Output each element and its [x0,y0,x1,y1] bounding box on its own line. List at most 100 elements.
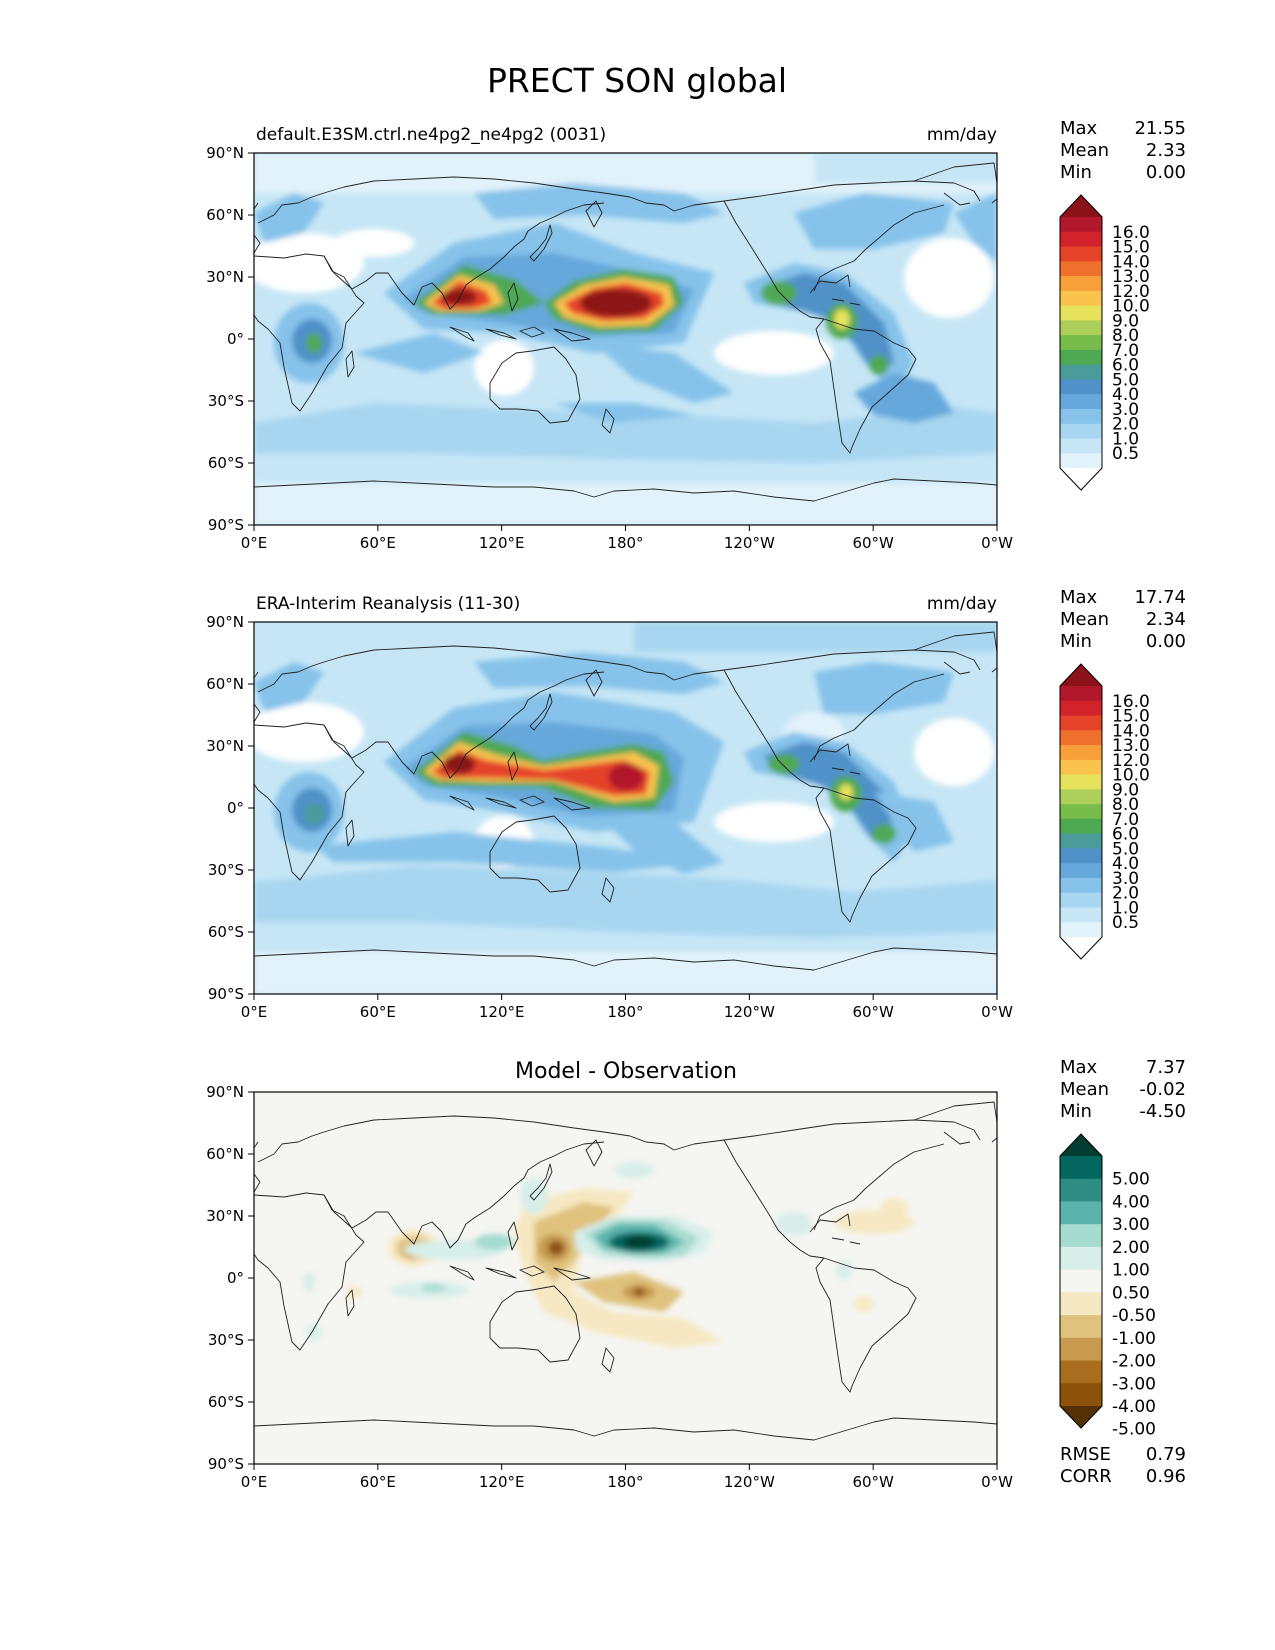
lat-tick-label: 0° [227,1269,244,1287]
stat-max-label: Max [1060,1057,1098,1078]
colorbar-label: 9.0 [1112,311,1139,331]
stats-obs: Max 17.74 Mean 2.34 Min 0.00 [1060,587,1186,652]
colorbar-outline [1059,663,1103,960]
stat-mean-value: -0.02 [1139,1079,1186,1100]
colorbar-segment [1060,1246,1102,1271]
colorbar-segment [1060,1269,1102,1293]
lat-tick-label: 30°N [206,737,244,755]
colorbar-label: 7.0 [1112,341,1139,361]
colorbar-segment [1060,848,1102,864]
colorbar-label: 12.0 [1112,282,1150,302]
colorbar-segment [1060,818,1102,835]
colorbar-segment [1060,1315,1102,1339]
lon-tick-label: 0°E [241,1003,268,1021]
colorbar-segment [1060,700,1102,717]
colorbar-label: 0.5 [1112,913,1139,933]
colorbar-segment [1060,686,1102,702]
colorbar-diff: 5.004.003.002.001.000.50-0.50-1.00-2.00-… [1059,1133,1156,1440]
colorbar-label: 2.00 [1112,1238,1150,1258]
stat-mean-value: 2.33 [1146,140,1186,161]
colorbar-label: 8.0 [1112,326,1139,346]
colorbar-segment [1060,1360,1102,1384]
colorbar-segment [1060,774,1102,790]
colorbar-outline [1059,1133,1103,1429]
lat-tick-label: 90°N [206,613,244,631]
panel-model: default.E3SM.ctrl.ne4pg2_ne4pg2 (0031) m… [206,118,1186,552]
lon-tick-label: 0°W [981,1003,1013,1021]
lat-tick-label: 60°S [208,454,244,472]
stat-mean-label: Mean [1060,1079,1109,1100]
colorbar-segment [1060,922,1102,938]
colorbar-segment [1060,789,1102,805]
colorbar-label: 12.0 [1112,751,1150,771]
colorbar-segment [1060,217,1102,233]
colorbar-segment [1060,246,1102,262]
colorbar-label: 10.0 [1112,297,1150,317]
colorbar-segment [1060,745,1102,761]
colorbar-label: 4.00 [1112,1192,1150,1212]
colorbar-label: 9.0 [1112,780,1139,800]
lon-tick-label: 120°W [724,1473,775,1491]
panel-title-center: Model - Observation [515,1059,737,1084]
colorbar-extend-min [1060,468,1102,490]
lon-tick-label: 180° [607,1003,643,1021]
colorbar-label: 6.0 [1112,356,1139,376]
colorbar-label: 13.0 [1112,736,1150,756]
lat-tick-label: 30°S [208,1331,244,1349]
colorbar-segment [1060,423,1102,439]
lon-tick-label: 120°W [724,1003,775,1021]
colorbar-segment [1060,231,1102,248]
lon-tick-label: 0°W [981,534,1013,552]
lat-tick-label: 90°S [208,1455,244,1473]
colorbar-segment [1060,759,1102,776]
colorbar-segment [1060,863,1102,879]
colorbar-label: 16.0 [1112,692,1150,712]
colorbar-segment [1060,320,1102,336]
colorbar-label: 15.0 [1112,238,1150,258]
stat-min-label: Min [1060,631,1092,652]
colorbar-segment [1060,715,1102,731]
lat-tick-label: 90°S [208,516,244,534]
colorbar-label: 0.5 [1112,444,1139,464]
lat-tick-label: 90°N [206,144,244,162]
lat-tick-label: 0° [227,799,244,817]
colorbar-segment [1060,261,1102,277]
colorbar-label: 5.00 [1112,1170,1150,1190]
colorbar-segment [1060,1156,1102,1180]
metrics-diff: RMSE 0.79 CORR 0.96 [1060,1444,1186,1487]
colorbar-label: 14.0 [1112,252,1150,272]
stats-diff: Max 7.37 Mean -0.02 Min -4.50 [1060,1057,1186,1122]
colorbar-label: 3.0 [1112,869,1139,889]
lat-tick-label: 60°S [208,1393,244,1411]
stat-max-label: Max [1060,118,1098,139]
colorbar-segment [1060,1383,1102,1407]
colorbar-segment [1060,364,1102,380]
colorbar-label: 5.0 [1112,839,1139,859]
colorbar-segment [1060,730,1102,746]
colorbar-extend-max [1060,664,1102,686]
colorbar-segment [1060,438,1102,454]
colorbar-segment [1060,892,1102,908]
colorbar-label: 2.0 [1112,415,1139,435]
lat-axis: 90°N 60°N 30°N 0° 30°S 60°S 90°S [206,144,254,534]
colorbar-label: 1.0 [1112,898,1139,918]
map-field-model [254,153,997,525]
colorbar-segment [1060,453,1102,469]
stat-max-value: 7.37 [1146,1057,1186,1078]
lon-tick-label: 0°E [241,534,268,552]
lon-axis: 0°E 60°E 120°E 180° 120°W 60°W 0°W [241,994,1013,1021]
lon-tick-label: 0°E [241,1473,268,1491]
colorbar-label: -1.00 [1112,1329,1156,1349]
stats-model: Max 21.55 Mean 2.33 Min 0.00 [1060,118,1186,183]
colorbar-extend-min [1060,1406,1102,1428]
lon-tick-label: 60°W [852,534,894,552]
colorbar-segment [1060,1337,1102,1362]
figure-title: PRECT SON global [487,61,787,100]
lat-tick-label: 60°S [208,923,244,941]
stat-min-value: -4.50 [1139,1101,1186,1122]
stat-min-value: 0.00 [1146,631,1186,652]
lon-axis: 0°E 60°E 120°E 180° 120°W 60°W 0°W [241,1464,1013,1491]
colorbar-label: 3.0 [1112,400,1139,420]
colorbar-label: 4.0 [1112,854,1139,874]
